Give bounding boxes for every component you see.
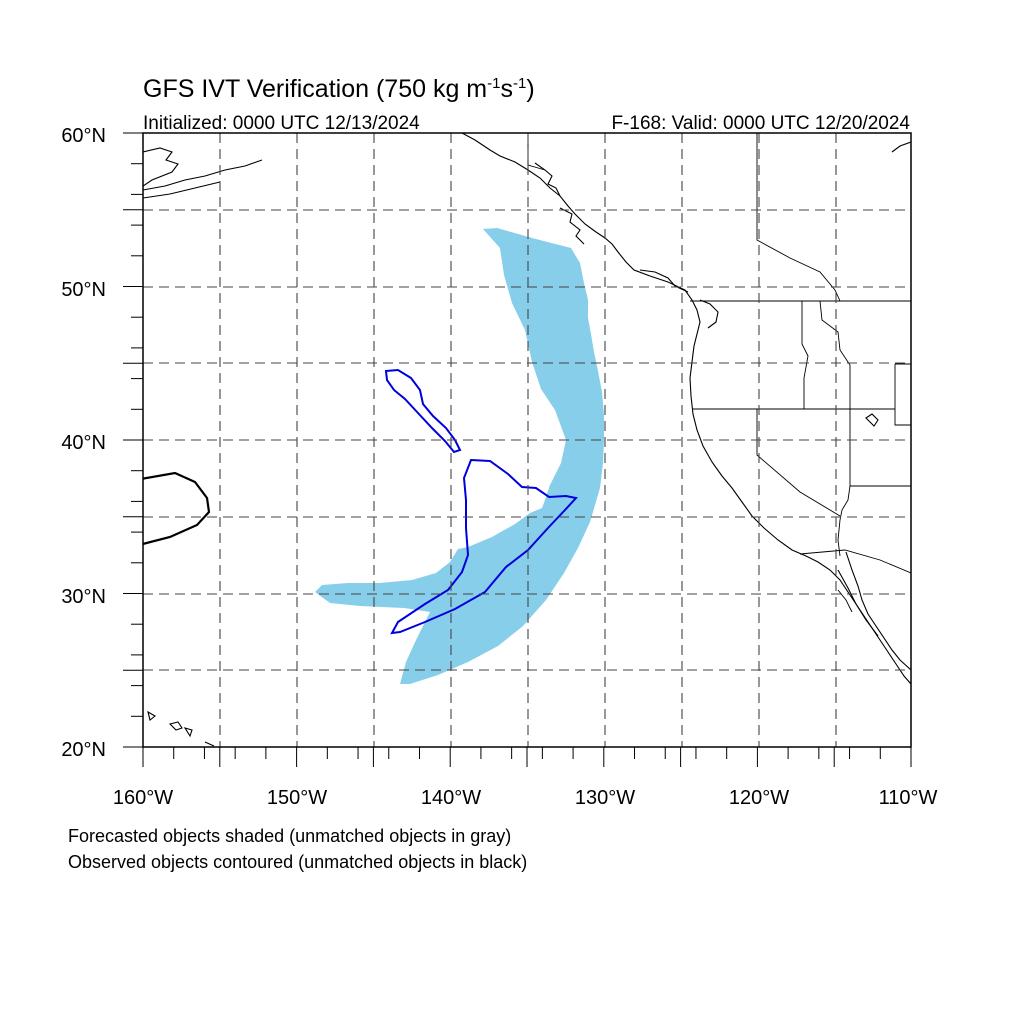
- forecast-object-fill: [315, 228, 604, 684]
- map-title: GFS IVT Verification (750 kg m-1s-1): [143, 75, 535, 103]
- lat-label-60n: 60°N: [61, 125, 106, 147]
- map-plot-area: [143, 133, 911, 747]
- graticule: [143, 133, 911, 747]
- lat-label-20n: 20°N: [61, 739, 106, 761]
- legend-observed-note: Observed objects contoured (unmatched ob…: [68, 852, 528, 872]
- lat-label-50n: 50°N: [61, 279, 106, 301]
- observed-object-contour-north: [384, 368, 462, 454]
- coastlines: [143, 133, 911, 747]
- lon-label-130w: 130°W: [575, 787, 635, 809]
- legend-forecast-note: Forecasted objects shaded (unmatched obj…: [68, 826, 512, 846]
- lon-label-150w: 150°W: [267, 787, 327, 809]
- lat-label-40n: 40°N: [61, 432, 106, 454]
- lon-label-160w: 160°W: [113, 787, 173, 809]
- lon-label-110w: 110°W: [879, 787, 938, 809]
- observed-unmatched-contour: [143, 471, 211, 546]
- longitude-labels: 160°W 150°W 140°W 130°W 120°W 110°W: [113, 787, 938, 809]
- political-boundaries: [527, 133, 911, 613]
- latitude-labels: 60°N 50°N 40°N 30°N 20°N: [61, 125, 106, 761]
- valid-label: F-168: Valid: 0000 UTC 12/20/2024: [611, 113, 910, 134]
- lon-label-120w: 120°W: [729, 787, 789, 809]
- observed-object-contour-south: [390, 458, 578, 635]
- initialized-label: Initialized: 0000 UTC 12/13/2024: [143, 113, 420, 134]
- lon-label-140w: 140°W: [421, 787, 481, 809]
- lat-label-30n: 30°N: [61, 586, 106, 608]
- axis-ticks: [123, 132, 912, 767]
